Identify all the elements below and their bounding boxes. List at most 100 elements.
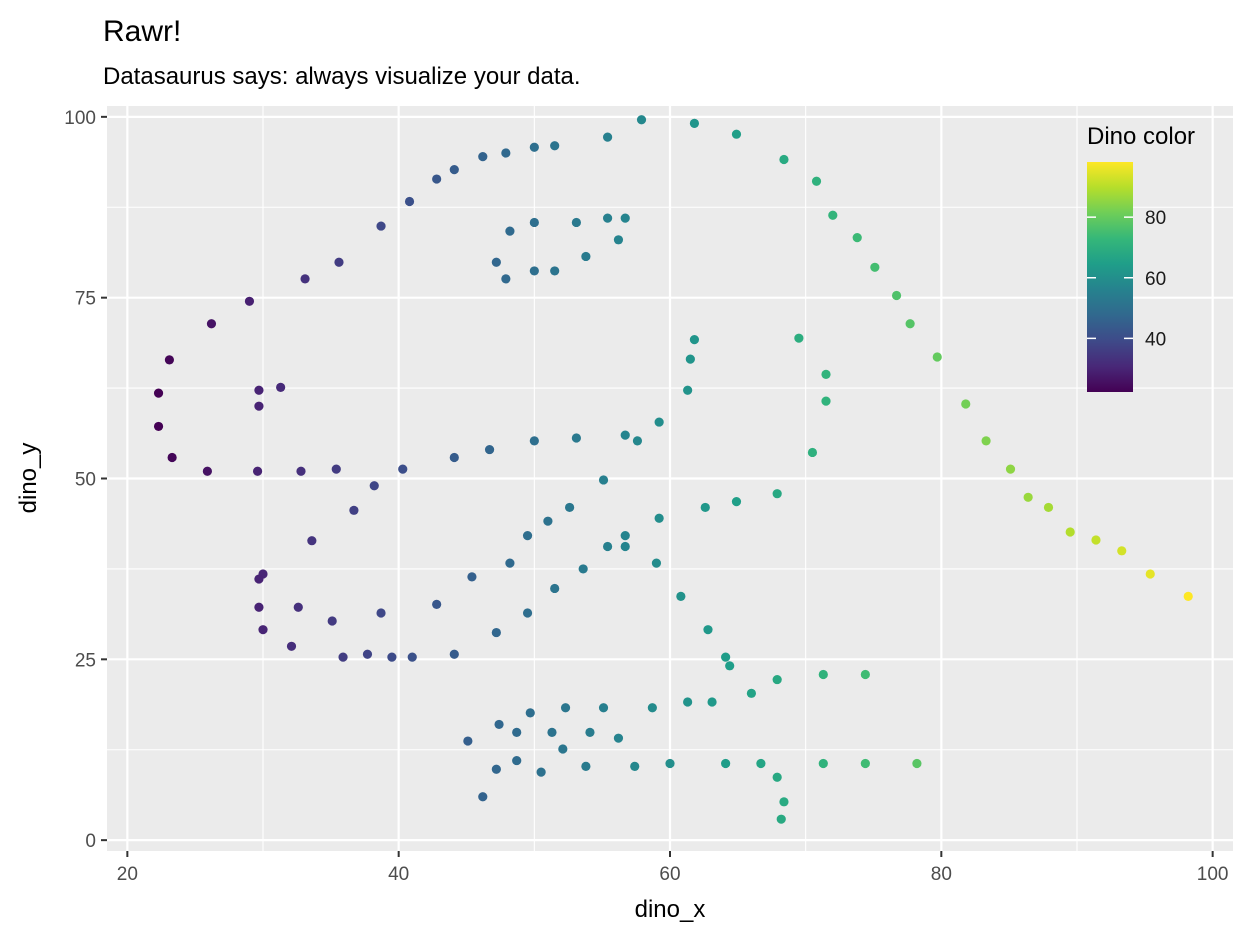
data-point <box>254 385 264 395</box>
data-point <box>560 703 571 713</box>
data-point <box>852 233 862 243</box>
data-point <box>700 502 710 513</box>
data-point <box>1043 502 1054 513</box>
data-point <box>1005 464 1016 474</box>
data-point <box>529 217 539 228</box>
data-point <box>821 369 831 379</box>
data-point <box>522 531 533 541</box>
data-point <box>529 142 539 152</box>
data-point <box>891 290 902 301</box>
data-point <box>1145 569 1155 579</box>
data-point <box>1023 492 1033 502</box>
data-point <box>512 755 522 766</box>
data-point <box>362 649 373 659</box>
data-point <box>478 152 488 162</box>
data-point <box>981 436 991 446</box>
x-tick-label: 100 <box>1197 864 1229 885</box>
data-point <box>620 213 630 223</box>
data-point <box>536 767 546 777</box>
y-tick-label: 0 <box>85 831 96 852</box>
legend-tick-label: 40 <box>1145 329 1166 350</box>
data-point <box>550 141 560 151</box>
chart-title: Rawr! <box>103 15 181 48</box>
y-axis-title: dino_y <box>15 443 42 514</box>
data-point <box>547 727 557 737</box>
data-point <box>338 652 348 662</box>
data-point <box>1065 527 1075 537</box>
data-point <box>449 452 459 463</box>
y-tick-label: 25 <box>75 650 96 671</box>
data-point <box>1117 546 1127 556</box>
data-point <box>512 727 522 737</box>
data-points <box>153 115 1193 824</box>
data-point <box>961 399 971 409</box>
data-point <box>772 489 782 499</box>
data-point <box>598 475 609 485</box>
data-point <box>571 433 581 443</box>
data-point <box>153 388 164 398</box>
data-point <box>398 464 408 474</box>
data-point <box>550 583 560 594</box>
data-point <box>369 481 379 491</box>
data-point <box>202 466 212 476</box>
data-point <box>522 608 533 618</box>
data-point <box>689 118 700 128</box>
x-tick-label: 80 <box>931 864 952 885</box>
data-point <box>818 758 828 769</box>
data-point <box>376 608 386 618</box>
legend-title: Dino color <box>1087 123 1195 150</box>
x-axis-title: dino_x <box>635 896 706 923</box>
data-point <box>654 513 664 523</box>
data-point <box>707 697 717 707</box>
data-point <box>731 129 742 139</box>
data-point <box>327 616 337 626</box>
data-point <box>449 649 459 659</box>
data-point <box>300 274 310 284</box>
data-point <box>821 396 831 406</box>
data-point <box>1091 535 1101 545</box>
data-point <box>772 674 782 685</box>
data-point <box>206 319 217 329</box>
data-point <box>164 355 175 365</box>
data-point <box>387 652 397 662</box>
data-point <box>244 296 255 306</box>
data-point <box>1183 591 1193 601</box>
data-point <box>613 235 624 245</box>
data-point <box>286 641 297 651</box>
y-tick-label: 50 <box>75 470 96 491</box>
data-point <box>581 251 591 262</box>
data-point <box>571 217 581 228</box>
data-point <box>585 727 595 737</box>
x-tick-label: 60 <box>659 864 680 885</box>
data-point <box>254 401 264 411</box>
data-point <box>685 354 695 364</box>
data-point <box>578 564 588 574</box>
data-point <box>654 417 664 427</box>
data-point <box>505 226 515 236</box>
data-point <box>870 262 880 272</box>
data-point <box>912 758 922 769</box>
data-point <box>772 772 782 782</box>
data-point <box>529 266 539 276</box>
data-point <box>665 758 675 769</box>
data-point <box>683 697 693 707</box>
y-tick-label: 75 <box>75 289 96 310</box>
y-axis-ticks: 0 25 50 75 100 <box>64 108 107 852</box>
data-point <box>334 257 344 267</box>
data-point <box>807 447 818 458</box>
data-point <box>689 335 700 345</box>
data-point <box>449 165 459 175</box>
major-gridlines <box>107 106 1233 851</box>
data-point <box>818 669 828 680</box>
data-point <box>501 148 511 158</box>
data-point <box>505 558 515 568</box>
data-point <box>376 221 386 231</box>
data-point <box>811 176 822 186</box>
data-point <box>501 274 511 284</box>
data-point <box>860 669 870 680</box>
data-point <box>721 758 731 769</box>
data-point <box>153 421 164 432</box>
data-point <box>293 602 303 612</box>
data-point <box>756 758 766 769</box>
data-point <box>620 531 630 541</box>
